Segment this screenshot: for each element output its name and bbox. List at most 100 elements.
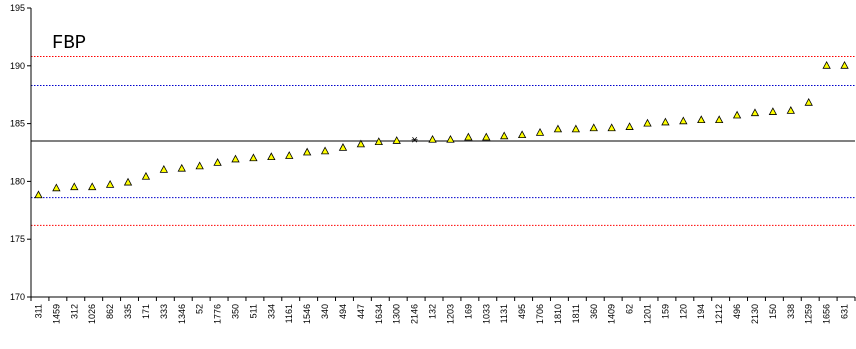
- x-tick-label: 335: [123, 304, 133, 319]
- data-point: [374, 137, 383, 145]
- data-point-asterisk: [411, 137, 418, 143]
- data-point: [231, 154, 240, 163]
- x-tick-label: 150: [768, 304, 778, 319]
- data-point: [679, 116, 688, 125]
- data-point: [517, 130, 527, 139]
- data-point: [732, 110, 742, 119]
- x-tick-label: 1776: [213, 304, 223, 324]
- data-point: [625, 122, 634, 130]
- data-point: [768, 107, 778, 115]
- data-point: [804, 97, 813, 106]
- x-tick-label: 1201: [643, 304, 653, 324]
- data-point: [446, 134, 455, 143]
- x-tick-label: 494: [338, 304, 348, 319]
- data-point: [249, 153, 258, 162]
- data-point: [482, 132, 491, 141]
- data-point: [464, 132, 473, 141]
- data-points: [34, 60, 849, 199]
- y-tick-label: 195: [10, 3, 25, 13]
- data-point: [34, 190, 43, 199]
- x-tick-label: 350: [231, 304, 241, 319]
- data-point: [714, 115, 724, 124]
- data-point: [356, 139, 366, 148]
- x-tick-label: 338: [786, 304, 796, 319]
- data-point: [500, 131, 509, 140]
- data-point: [267, 152, 276, 161]
- x-tick-label: 312: [69, 304, 79, 319]
- x-tick-label: 1259: [804, 304, 814, 324]
- data-point: [840, 60, 849, 69]
- x-tick-label: 1300: [392, 304, 402, 324]
- x-tick-label: 159: [660, 304, 670, 319]
- data-point: [697, 115, 706, 124]
- x-tick-label: 1346: [177, 304, 187, 324]
- x-tick-label: 862: [105, 304, 115, 319]
- x-tick-label: 120: [678, 304, 688, 319]
- x-tick-label: 511: [248, 304, 258, 318]
- x-tick-label: 1706: [535, 304, 545, 324]
- chart-title: FBP: [52, 32, 86, 54]
- x-tick-label: 1546: [302, 304, 312, 324]
- data-point: [88, 182, 97, 191]
- data-point: [643, 118, 652, 127]
- x-tick-label: 171: [141, 304, 151, 319]
- data-point: [571, 124, 581, 133]
- x-tick-label: 1459: [51, 304, 61, 324]
- x-tick-label: 333: [159, 304, 169, 319]
- y-tick-label: 190: [10, 61, 25, 71]
- x-tick-label: 1131: [499, 304, 509, 323]
- data-point: [786, 106, 795, 114]
- data-point: [123, 177, 133, 186]
- data-point: [428, 134, 437, 143]
- data-point: [302, 147, 312, 156]
- data-point: [607, 123, 616, 132]
- x-tick-label: 340: [320, 304, 330, 319]
- data-point: [320, 146, 330, 155]
- x-tick-label: 311: [33, 304, 43, 318]
- data-point: [589, 123, 598, 132]
- data-point: [159, 164, 169, 173]
- x-tick-label: 495: [517, 304, 527, 319]
- x-tick-label: 1033: [481, 304, 491, 324]
- y-tick-label: 170: [10, 292, 25, 302]
- x-tick-label: 334: [266, 304, 276, 319]
- y-tick-label: 175: [10, 234, 25, 244]
- x-tick-label: 52: [195, 304, 205, 314]
- x-tick-label: 631: [840, 304, 850, 319]
- data-point: [535, 128, 545, 136]
- data-point: [285, 151, 294, 159]
- data-point: [661, 117, 670, 126]
- x-tick-label: 2146: [410, 304, 420, 324]
- x-tick-label: 1203: [445, 304, 455, 324]
- data-point: [195, 161, 204, 170]
- x-tick-label: 1212: [714, 304, 724, 324]
- data-point: [177, 163, 186, 172]
- data-point: [105, 180, 115, 188]
- y-tick-label: 185: [10, 119, 25, 129]
- x-tick-label: 62: [625, 304, 635, 314]
- x-tick-label: 1656: [822, 304, 832, 324]
- x-tick-label: 169: [463, 304, 473, 319]
- data-point: [70, 182, 79, 191]
- y-tick-label: 180: [10, 176, 25, 186]
- data-point: [392, 136, 401, 144]
- x-tick-label: 132: [428, 304, 438, 319]
- data-point: [822, 60, 831, 69]
- x-tick-label: 194: [696, 304, 706, 319]
- x-tick-label: 496: [732, 304, 742, 319]
- data-point: [141, 171, 151, 180]
- x-tick-label: 1161: [284, 304, 294, 323]
- x-tick-label: 447: [356, 304, 366, 319]
- x-tick-label: 1409: [607, 304, 617, 324]
- x-tick-label: 360: [589, 304, 599, 319]
- x-tick-label: 2130: [750, 304, 760, 324]
- y-axis: 170 175 180 185 190 195: [10, 3, 32, 302]
- data-point: [52, 183, 61, 192]
- data-point: [750, 108, 760, 117]
- data-point: [213, 158, 222, 166]
- x-tick-label: 1026: [87, 304, 97, 324]
- data-point: [338, 143, 348, 151]
- x-tick-label: 1810: [553, 304, 563, 324]
- reference-lines: [31, 56, 855, 226]
